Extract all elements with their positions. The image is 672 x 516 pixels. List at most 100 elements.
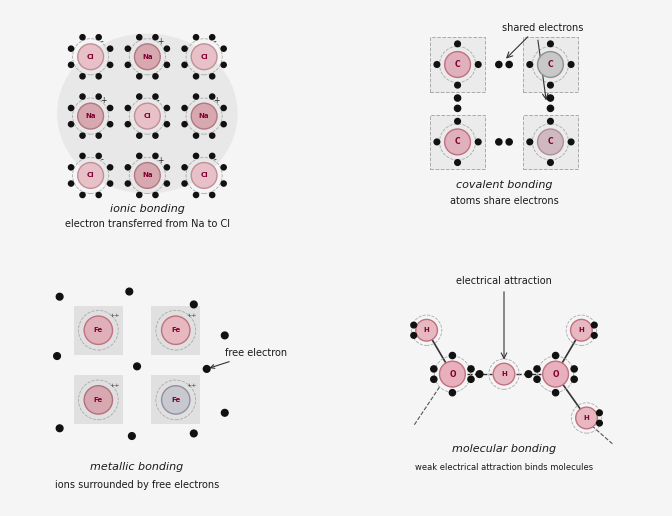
Circle shape — [543, 361, 569, 387]
Circle shape — [80, 94, 85, 99]
Circle shape — [450, 390, 456, 396]
Text: +: + — [214, 96, 220, 105]
Circle shape — [80, 74, 85, 79]
Text: weak electrical attraction binds molecules: weak electrical attraction binds molecul… — [415, 462, 593, 472]
Circle shape — [493, 363, 515, 385]
Text: H: H — [424, 327, 429, 333]
Circle shape — [153, 153, 158, 158]
Circle shape — [108, 181, 113, 186]
Circle shape — [431, 366, 437, 372]
Text: Na: Na — [85, 113, 96, 119]
Circle shape — [69, 62, 74, 68]
Circle shape — [548, 82, 553, 88]
Circle shape — [161, 385, 190, 414]
Text: +: + — [100, 96, 107, 105]
Ellipse shape — [57, 34, 238, 194]
Text: Na: Na — [142, 54, 153, 60]
Text: ++: ++ — [187, 313, 197, 318]
Circle shape — [527, 61, 533, 68]
Circle shape — [210, 35, 215, 40]
Circle shape — [194, 192, 199, 198]
Text: ++: ++ — [109, 313, 120, 318]
Text: C: C — [548, 60, 553, 69]
Circle shape — [161, 316, 190, 345]
Circle shape — [434, 61, 439, 68]
Circle shape — [134, 103, 160, 129]
Circle shape — [134, 163, 160, 188]
Circle shape — [84, 316, 112, 345]
Circle shape — [56, 425, 63, 431]
Text: ++: ++ — [187, 383, 197, 388]
Circle shape — [96, 153, 101, 158]
Circle shape — [439, 361, 465, 387]
Circle shape — [591, 333, 597, 338]
Circle shape — [468, 366, 474, 372]
Circle shape — [136, 94, 142, 99]
Circle shape — [204, 365, 210, 373]
Text: +: + — [157, 155, 163, 165]
Circle shape — [221, 62, 226, 68]
Circle shape — [525, 370, 532, 378]
Text: free electron: free electron — [210, 348, 287, 368]
Circle shape — [182, 165, 187, 170]
Circle shape — [210, 133, 215, 138]
Circle shape — [136, 133, 142, 138]
FancyBboxPatch shape — [523, 115, 577, 169]
Circle shape — [538, 129, 563, 155]
Circle shape — [475, 139, 481, 144]
Circle shape — [80, 133, 85, 138]
Text: O: O — [552, 369, 559, 379]
Circle shape — [192, 103, 217, 129]
Circle shape — [153, 192, 158, 198]
Circle shape — [125, 62, 130, 68]
Text: Cl: Cl — [144, 113, 151, 119]
Text: Cl: Cl — [87, 54, 94, 60]
Circle shape — [56, 293, 63, 300]
Circle shape — [455, 118, 460, 124]
Text: -: - — [214, 155, 216, 165]
Circle shape — [476, 370, 483, 378]
Circle shape — [165, 62, 169, 68]
Circle shape — [190, 430, 197, 437]
Circle shape — [431, 376, 437, 382]
Text: O: O — [449, 369, 456, 379]
Circle shape — [506, 61, 512, 68]
Text: -: - — [100, 155, 103, 165]
Text: Cl: Cl — [200, 172, 208, 179]
Circle shape — [552, 390, 558, 396]
Circle shape — [108, 46, 113, 51]
Circle shape — [548, 41, 553, 47]
Circle shape — [194, 74, 199, 79]
Circle shape — [548, 118, 553, 124]
Circle shape — [194, 133, 199, 138]
Circle shape — [108, 165, 113, 170]
Circle shape — [80, 153, 85, 158]
Text: C: C — [455, 137, 460, 147]
Circle shape — [182, 105, 187, 110]
Circle shape — [125, 165, 130, 170]
Circle shape — [455, 41, 460, 47]
Text: C: C — [548, 137, 553, 147]
Circle shape — [506, 139, 512, 145]
Text: Na: Na — [199, 113, 210, 119]
Circle shape — [576, 407, 597, 429]
Text: H: H — [584, 415, 589, 421]
Circle shape — [194, 94, 199, 99]
Circle shape — [134, 44, 160, 70]
Text: -: - — [157, 96, 160, 105]
Circle shape — [445, 52, 470, 77]
Circle shape — [153, 74, 158, 79]
Circle shape — [190, 301, 197, 308]
FancyBboxPatch shape — [151, 376, 200, 424]
Circle shape — [468, 376, 474, 382]
Circle shape — [69, 181, 74, 186]
Circle shape — [496, 139, 502, 145]
Circle shape — [534, 366, 540, 372]
Circle shape — [182, 181, 187, 186]
Circle shape — [165, 122, 169, 127]
Circle shape — [136, 35, 142, 40]
Text: shared electrons: shared electrons — [502, 23, 583, 33]
Circle shape — [165, 181, 169, 186]
Circle shape — [125, 181, 130, 186]
Circle shape — [547, 105, 554, 111]
